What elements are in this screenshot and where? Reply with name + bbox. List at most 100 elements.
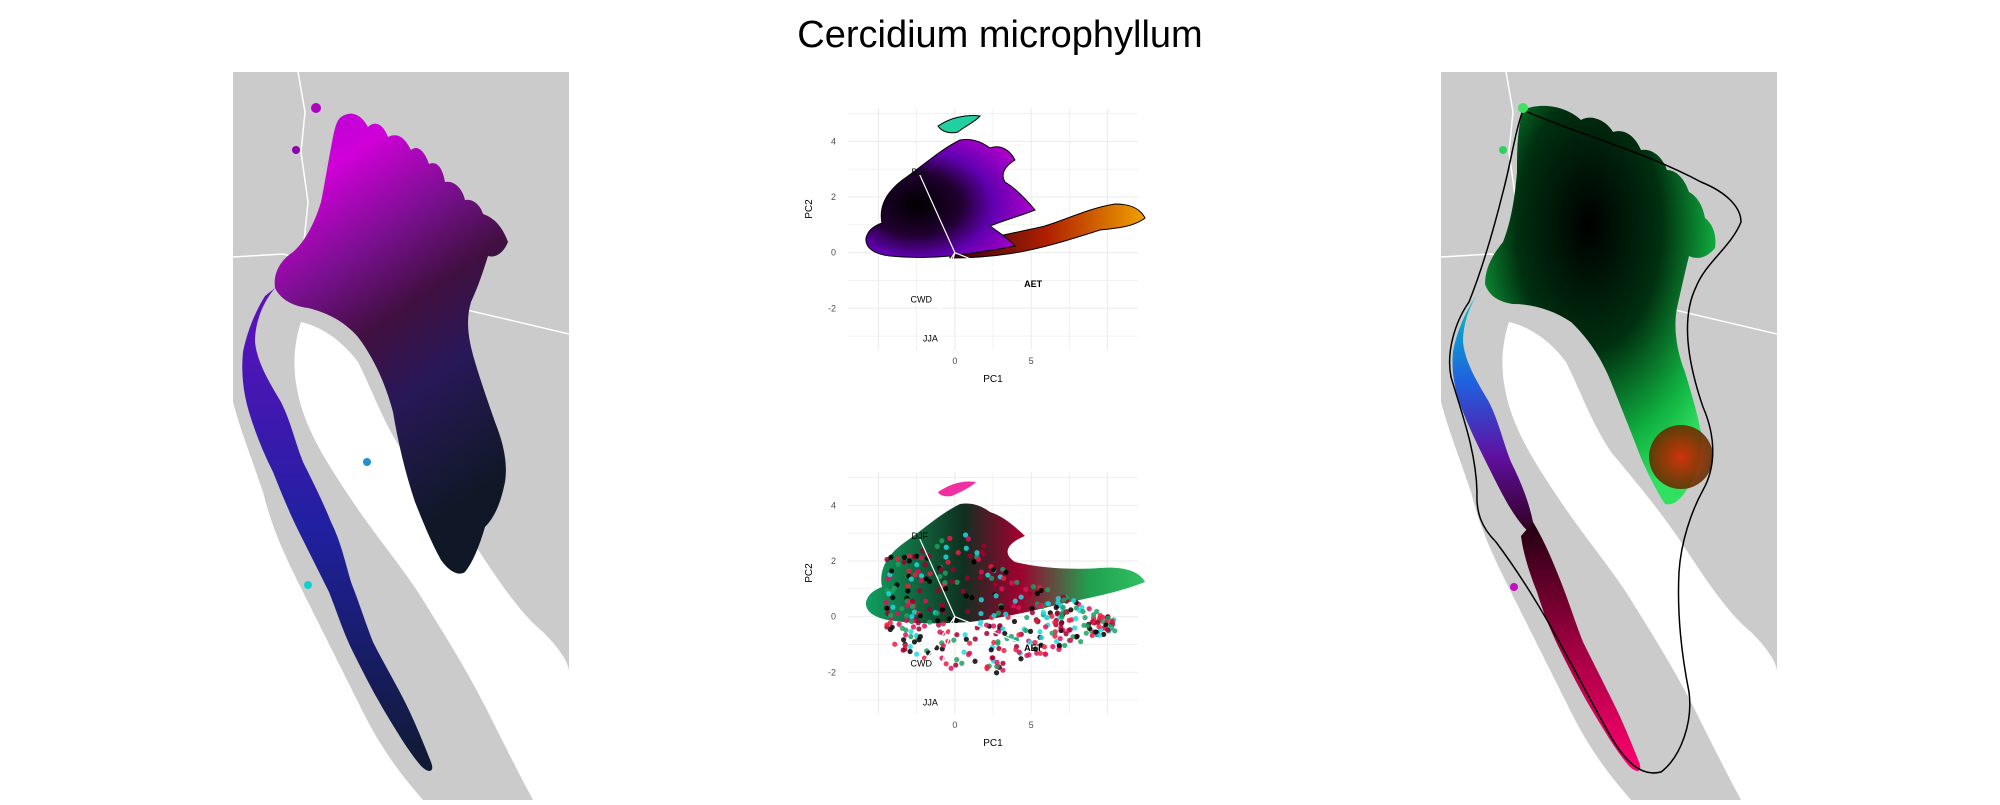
scatter-point [1095,619,1101,626]
pca-biplot-top: DJF AET CWD JJA 0 5 -2 0 2 4 PC1 PC2 [800,108,1220,408]
scatter-point [955,550,961,556]
scatter-point [1105,627,1111,633]
scatter-point [926,578,933,584]
scatter-point [1071,598,1077,604]
scatter-point [1027,591,1033,597]
y-tick-label: 4 [831,500,836,510]
range-coast [242,288,433,771]
scatter-point [959,660,965,666]
scatter-point [939,607,946,613]
range-north [274,113,508,574]
outlier-point [292,146,300,154]
scatter-point [921,623,928,629]
scatter-point [1109,618,1115,624]
scatter-point [943,554,949,560]
scatter-point [967,553,973,559]
range-south [1521,522,1641,771]
loading-arrow-aet [954,252,1032,284]
scatter-point [1036,603,1042,609]
scatter-point [1055,595,1061,602]
scatter-point [1032,639,1038,646]
scatter-point [1042,624,1049,630]
scatter-point [1053,604,1059,611]
data-cloud-main [865,503,1145,624]
scatter-point [998,604,1004,611]
range-map-left [232,71,570,800]
scatter-point [939,538,945,544]
scatter-point [1029,610,1035,616]
scatter-point [994,663,1000,670]
scatter-point [922,598,929,604]
scatter-point [995,639,1001,645]
scatter-point [977,574,984,581]
scatter-point [1058,621,1064,627]
scatter-point [1073,616,1079,622]
outlier-point [1510,583,1518,591]
scatter-point [951,637,957,643]
scatter-point [901,559,907,565]
scatter-point [1052,619,1058,626]
scatter-point [1041,644,1048,650]
scatter-point [1061,597,1067,603]
scatter-point [1083,630,1089,636]
loading-arrow-cwd [920,252,956,304]
scatter-point [971,559,977,565]
scatter-point [935,622,942,628]
scatter-point [1003,569,1009,575]
scatter-point [1016,632,1022,638]
scatter-point [934,610,940,616]
scatter-point [1097,615,1103,621]
scatter-point [1045,587,1051,593]
scatter-point [991,639,997,646]
scatter-point [1023,627,1029,634]
scatter-point [1067,637,1074,643]
scatter-point [978,610,984,617]
scatter-point [888,612,894,619]
scatter-point [915,568,921,575]
scatter-point [1000,626,1006,632]
scatter-point [969,595,975,601]
range-north [1485,105,1716,505]
scatter-point [990,623,997,629]
scatter-point [967,640,973,646]
scatter-point [1049,613,1055,619]
hotspot [1649,425,1713,489]
scatter-point [1027,639,1033,645]
scatter-point [892,641,898,647]
scatter-point [889,624,895,630]
loading-arrow-jja [929,252,956,342]
scatter-point [937,573,943,580]
scatter-point [954,632,960,638]
loading-label-cwd: CWD [911,295,933,305]
loading-arrows: DJF AET CWD JJA [911,531,1043,708]
scatter-point [888,568,895,574]
scatter-point [909,598,916,604]
scatter-point [905,588,911,594]
gulf-of-california [1502,322,1777,800]
loading-label-cwd: CWD [911,659,933,669]
scatter-point [906,558,912,564]
scatter-point [888,554,894,560]
scatter-point [1064,608,1070,615]
scatter-point [1056,646,1062,653]
scatter-point [981,543,987,549]
scatter-point [884,605,890,611]
scatter-point [978,597,984,603]
scatter-point [1084,623,1090,629]
scatter-point [1033,618,1040,624]
ocean-pacific [1441,402,1631,800]
scatter-point [926,606,933,612]
pca-bottom-svg: DJF AET CWD JJA 0 5 -2 0 2 4 PC1 PC2 [804,472,1145,749]
scatter-point [953,662,959,668]
scatter-point [899,625,906,631]
scatter-point [895,556,901,562]
outlier-point [304,581,312,589]
scatter-point [1091,612,1097,618]
scatter-point [1033,646,1039,652]
data-cloud-main [865,139,1036,258]
scatter-point [909,603,915,609]
scatter-point [947,535,953,541]
outlier-point [311,103,321,113]
scatter-point [1049,630,1055,636]
scatter-point [1086,606,1092,612]
